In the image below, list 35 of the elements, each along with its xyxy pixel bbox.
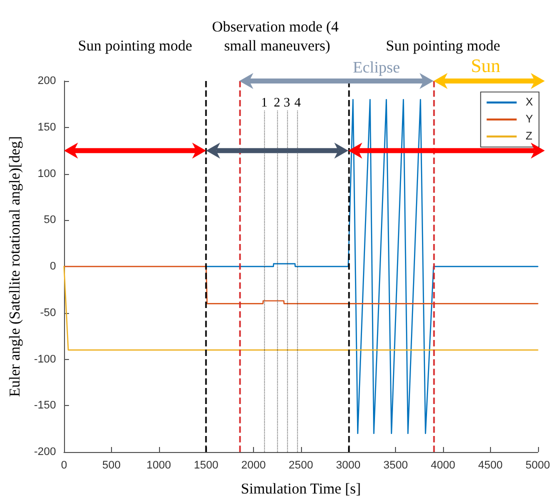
legend-label: Z xyxy=(526,130,533,142)
y-tick-label: 200 xyxy=(38,75,56,87)
x-tick-label: 500 xyxy=(102,460,121,472)
x-tick-label: 1000 xyxy=(146,460,171,472)
x-tick-label: 2000 xyxy=(241,460,266,472)
text: Sun pointing mode xyxy=(78,38,192,54)
x-tick-label: 0 xyxy=(60,460,68,472)
x-tick-label: 5000 xyxy=(526,460,550,472)
x-tick-label: 2500 xyxy=(288,460,314,472)
y-tick-label: -100 xyxy=(34,353,56,366)
x-tick-label: 3000 xyxy=(336,460,360,472)
y-tick-label: 100 xyxy=(38,168,56,180)
annotation: 2 xyxy=(274,94,280,110)
annotation: 1 xyxy=(260,94,268,110)
line-series xyxy=(206,98,538,434)
x-tick-label: 3500 xyxy=(383,460,408,472)
y-tick-label: -150 xyxy=(34,400,56,412)
legend-label: X xyxy=(526,96,534,108)
y-tick-label: -200 xyxy=(34,446,56,458)
x-tick-label: 4500 xyxy=(478,460,503,472)
y-tick-label: 0 xyxy=(50,260,56,272)
x-axis-title: Simulation Time [s] xyxy=(240,482,361,498)
text: Eclipse xyxy=(352,60,400,76)
text: Observation mode (4 small maneuvers) xyxy=(212,20,342,54)
x-tick-label: 1500 xyxy=(194,460,218,472)
annotation: 4 xyxy=(294,94,302,110)
text: Sun xyxy=(470,56,501,77)
y-axis-title: Euler angle (Satellite rotational angle)[deg] xyxy=(8,136,24,397)
y-tick-label: 150 xyxy=(38,121,56,134)
y-tick-label: -50 xyxy=(40,306,56,319)
text: Sun pointing mode xyxy=(386,38,500,54)
legend-label: Y xyxy=(526,114,534,126)
x-tick-label: 4000 xyxy=(430,460,456,472)
y-tick-label: 50 xyxy=(44,214,56,226)
annotation: 3 xyxy=(284,94,290,110)
